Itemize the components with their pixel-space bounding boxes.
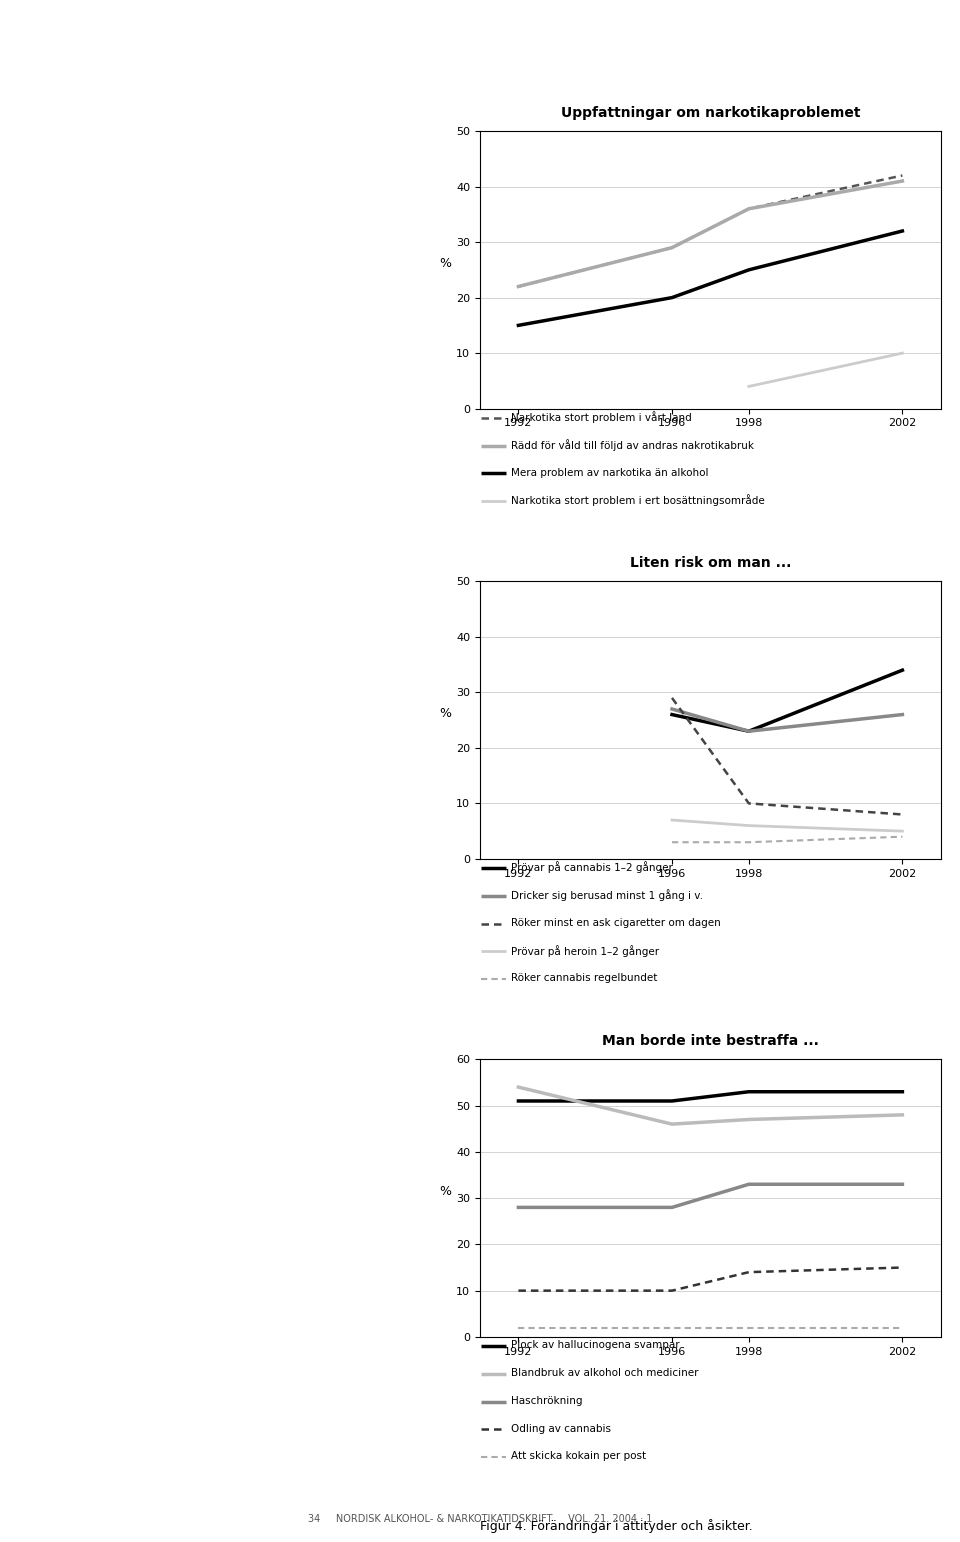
Text: Liten risk om man ...: Liten risk om man ... xyxy=(630,555,791,571)
Text: Uppfattningar om narkotikaproblemet: Uppfattningar om narkotikaproblemet xyxy=(561,105,860,120)
Text: Narkotika stort problem i ert bosättningsområde: Narkotika stort problem i ert bosättning… xyxy=(511,495,764,506)
Text: 34     NORDISK ALKOHOL- & NARKOTIKATIDSKRIFT     VOL. 21. 2004 · 1: 34 NORDISK ALKOHOL- & NARKOTIKATIDSKRIFT… xyxy=(308,1514,652,1523)
Text: Figur 4. Förändringar i attityder och åsikter.: Figur 4. Förändringar i attityder och ås… xyxy=(480,1519,753,1533)
Y-axis label: %: % xyxy=(439,1186,451,1198)
Text: Plock av hallucinogena svampar: Plock av hallucinogena svampar xyxy=(511,1340,680,1351)
Y-axis label: %: % xyxy=(439,258,451,270)
Text: Blandbruk av alkohol och mediciner: Blandbruk av alkohol och mediciner xyxy=(511,1368,698,1379)
Text: Odling av cannabis: Odling av cannabis xyxy=(511,1423,611,1434)
Text: Röker minst en ask cigaretter om dagen: Röker minst en ask cigaretter om dagen xyxy=(511,917,720,928)
Text: Prövar på cannabis 1–2 gånger: Prövar på cannabis 1–2 gånger xyxy=(511,862,673,873)
Text: Röker cannabis regelbundet: Röker cannabis regelbundet xyxy=(511,973,657,984)
Text: Dricker sig berusad minst 1 gång i v.: Dricker sig berusad minst 1 gång i v. xyxy=(511,890,703,901)
Text: Rädd för våld till följd av andras nakrotikabruk: Rädd för våld till följd av andras nakro… xyxy=(511,439,754,450)
Text: Prövar på heroin 1–2 gånger: Prövar på heroin 1–2 gånger xyxy=(511,945,659,956)
Text: Man borde inte bestraffa ...: Man borde inte bestraffa ... xyxy=(602,1033,819,1049)
Text: Mera problem av narkotika än alkohol: Mera problem av narkotika än alkohol xyxy=(511,467,708,478)
Text: Narkotika stort problem i vårt land: Narkotika stort problem i vårt land xyxy=(511,412,691,423)
Text: Finländarnas inställning till
narkotika och narkotikapolitiken: Finländarnas inställning till narkotika … xyxy=(67,28,268,57)
Text: Att skicka kokain per post: Att skicka kokain per post xyxy=(511,1451,646,1462)
Text: Haschrökning: Haschrökning xyxy=(511,1396,582,1406)
Y-axis label: %: % xyxy=(439,708,451,720)
